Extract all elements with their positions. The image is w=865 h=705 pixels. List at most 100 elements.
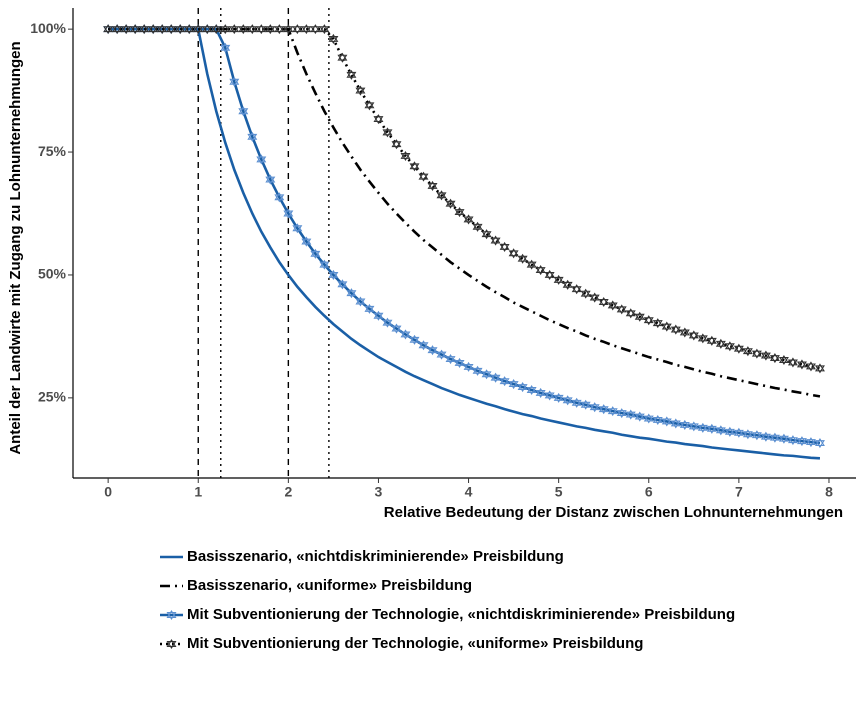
x-tick-label: 0 [104,484,112,500]
marker [499,241,510,252]
marker [562,279,573,290]
marker [742,346,753,357]
marker [310,24,321,35]
x-axis-title: Relative Bedeutung der Distanz zwischen … [384,504,843,521]
legend-label: Basisszenario, «uniforme» Preisbildung [187,577,472,594]
marker [373,114,384,125]
marker [328,33,339,45]
marker [247,131,258,142]
marker [598,296,609,308]
marker [769,353,780,364]
y-tick-label: 50% [38,266,67,282]
marker [562,395,573,406]
marker [238,106,249,117]
marker [247,24,258,35]
marker [787,357,798,368]
marker [580,288,591,299]
marker [796,436,807,447]
marker [490,372,501,383]
marker [373,310,384,321]
x-tick-label: 5 [555,484,563,500]
marker [265,174,276,185]
marker [598,404,609,415]
marker [625,409,636,420]
marker [787,435,798,446]
marker [436,190,447,201]
marker [463,361,474,372]
marker [661,416,672,427]
marker [751,430,762,441]
marker [679,419,690,430]
marker [643,413,654,424]
marker [607,406,618,417]
marker [391,323,402,334]
marker [418,171,429,182]
marker [616,304,627,315]
marker [121,24,132,35]
marker [724,341,735,352]
marker [337,279,348,290]
marker [427,345,438,356]
marker [670,324,681,335]
marker [679,327,690,338]
marker [760,431,771,442]
marker [508,248,519,259]
marker [283,208,294,219]
marker [553,274,564,285]
marker [661,321,672,332]
marker [544,269,555,280]
marker [238,24,249,35]
marker [571,284,582,295]
marker [688,330,699,341]
marker [580,399,591,410]
marker [319,259,330,270]
marker [400,329,411,340]
marker [805,437,816,448]
marker [472,221,483,232]
series [108,27,821,398]
marker [139,24,150,35]
marker [301,236,312,247]
marker [229,24,240,35]
marker [409,334,420,345]
marker [652,414,663,426]
marker [130,24,141,35]
marker [283,24,294,35]
marker [535,387,546,398]
marker [715,338,726,349]
marker [292,24,303,35]
marker [634,411,645,422]
marker [229,76,240,87]
marker [796,359,807,370]
x-tick-label: 6 [645,484,653,500]
marker [706,335,717,346]
marker [643,315,654,326]
marker [301,24,312,35]
marker [472,365,483,376]
marker [481,229,492,240]
marker [220,24,231,35]
marker [166,24,177,35]
marker [688,421,699,432]
marker [454,206,465,218]
marker [409,161,420,172]
marker [436,349,447,360]
marker [103,24,114,35]
marker [445,353,456,365]
marker [328,269,339,280]
x-tick-label: 3 [375,484,383,500]
marker [733,343,744,354]
marker [670,418,681,429]
y-tick-label: 75% [38,143,67,159]
marker [355,85,366,96]
marker [211,24,222,35]
marker [814,438,825,449]
marker [544,390,555,401]
marker [499,376,510,387]
marker [193,24,204,35]
marker [616,408,627,419]
marker [760,350,771,361]
marker [166,609,177,621]
marker [814,363,825,374]
marker [355,296,366,307]
